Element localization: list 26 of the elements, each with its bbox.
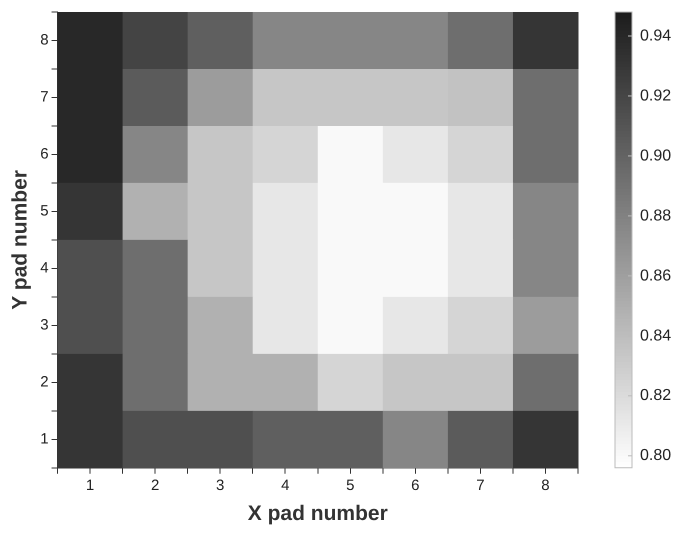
y-tick-label: 6 [40, 146, 49, 163]
x-axis-title: X pad number [248, 502, 388, 526]
color-bar-label: 0.94 [640, 27, 672, 44]
color-bar-label: 0.82 [640, 387, 672, 404]
color-bar-label: 0.92 [640, 87, 672, 104]
x-tick-label: 4 [281, 476, 290, 494]
y-tick-label: 2 [40, 373, 49, 390]
y-tick-label: 4 [40, 260, 49, 277]
color-bar-label: 0.88 [640, 207, 672, 224]
x-tick-label: 1 [86, 476, 94, 494]
x-tick-label: 5 [346, 476, 354, 494]
x-tick-label: 6 [411, 476, 420, 494]
y-tick-label: 3 [40, 316, 49, 334]
color-bar-label: 0.80 [640, 447, 672, 464]
y-tick-label: 8 [40, 32, 49, 49]
color-bar-label: 0.90 [640, 147, 672, 164]
color-bar-label: 0.86 [640, 267, 672, 284]
x-tick-label: 8 [541, 476, 550, 494]
x-tick-label: 7 [476, 476, 485, 494]
y-axis-title: Y pad number [8, 170, 32, 310]
x-tick-label: 3 [216, 476, 224, 494]
y-tick-label: 1 [40, 430, 49, 448]
color-bar-label: 0.84 [640, 327, 672, 344]
y-tick-label: 7 [40, 88, 49, 106]
y-tick-label: 5 [40, 202, 49, 220]
x-tick-label: 2 [150, 476, 160, 494]
